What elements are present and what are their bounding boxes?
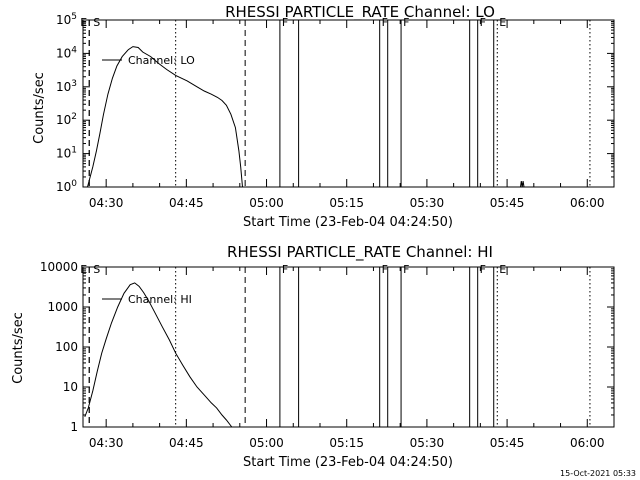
legend-label: Channel: LO bbox=[128, 54, 195, 67]
series-line bbox=[87, 46, 243, 188]
x-tick-label: 05:00 bbox=[249, 196, 284, 210]
x-axis-label: Start Time (23-Feb-04 04:24:50) bbox=[243, 455, 453, 470]
x-axis-label: Start Time (23-Feb-04 04:24:50) bbox=[243, 215, 453, 230]
x-tick-label: 05:15 bbox=[329, 436, 364, 450]
flag-label: S bbox=[93, 263, 100, 276]
y-tick-label: 105 bbox=[56, 12, 77, 27]
y-tick-label: 101 bbox=[56, 146, 77, 161]
y-tick-label: 1 bbox=[70, 420, 78, 434]
y-tick-label: 100 bbox=[56, 179, 77, 194]
chart-title: RHESSI PARTICLE_RATE Channel: HI bbox=[227, 243, 493, 262]
axis-ticks: 100 101 102 103 104 105 04:30 04:45 05:00 05:15 05… bbox=[56, 12, 615, 210]
x-tick-label: 05:30 bbox=[410, 436, 445, 450]
timestamp: 15-Oct-2021 05:33 bbox=[560, 469, 636, 478]
flag-label: F bbox=[282, 16, 288, 29]
flag-label: F bbox=[282, 263, 288, 276]
axis-ticks: 1 10 100 1000 10000 04:30 04:45 05:00 05:15 05:30… bbox=[40, 260, 615, 450]
chart-title: RHESSI PARTICLE_RATE Channel: LO bbox=[225, 3, 495, 22]
y-tick-label: 103 bbox=[56, 79, 77, 94]
flag-label: E bbox=[499, 16, 506, 29]
flag-label: F bbox=[480, 263, 486, 276]
y-tick-label: 10000 bbox=[40, 260, 78, 274]
flag-label: F bbox=[382, 263, 388, 276]
x-tick-label: 04:45 bbox=[169, 196, 204, 210]
x-tick-label: 06:00 bbox=[570, 436, 605, 450]
y-tick-label: 10 bbox=[63, 380, 78, 394]
series-group bbox=[84, 282, 233, 428]
x-tick-label: 05:45 bbox=[490, 196, 525, 210]
flag-label: E bbox=[80, 263, 87, 276]
legend: Channel: HI bbox=[102, 293, 192, 306]
x-tick-label: 06:00 bbox=[570, 196, 605, 210]
x-tick-label: 05:45 bbox=[490, 436, 525, 450]
flag-label: F bbox=[403, 263, 409, 276]
x-tick-label: 04:30 bbox=[89, 196, 124, 210]
y-axis-label: Counts/sec bbox=[11, 312, 26, 384]
chart-panel-lo: RHESSI PARTICLE_RATE Channel: LO Start T… bbox=[32, 3, 615, 230]
y-tick-label: 102 bbox=[56, 112, 77, 127]
x-tick-label: 04:30 bbox=[89, 436, 124, 450]
y-axis-label: Counts/sec bbox=[32, 72, 47, 144]
legend: Channel: LO bbox=[102, 54, 195, 67]
x-tick-label: 04:45 bbox=[169, 436, 204, 450]
legend-label: Channel: HI bbox=[128, 293, 192, 306]
y-tick-label: 1000 bbox=[47, 300, 78, 314]
x-tick-label: 05:30 bbox=[410, 196, 445, 210]
flag-label: S bbox=[93, 16, 100, 29]
plot-frame bbox=[82, 19, 615, 188]
flag-label: F bbox=[382, 16, 388, 29]
flag-label: F bbox=[480, 16, 486, 29]
flag-label: F bbox=[403, 16, 409, 29]
y-tick-label: 104 bbox=[56, 45, 77, 60]
x-tick-label: 05:15 bbox=[329, 196, 364, 210]
chart-panel-hi: RHESSI PARTICLE_RATE Channel: HI Start T… bbox=[11, 243, 615, 470]
flag-label: E bbox=[499, 263, 506, 276]
y-tick-label: 100 bbox=[55, 340, 78, 354]
flag-label: E bbox=[80, 16, 87, 29]
x-tick-label: 05:00 bbox=[249, 436, 284, 450]
series-line bbox=[84, 282, 233, 428]
